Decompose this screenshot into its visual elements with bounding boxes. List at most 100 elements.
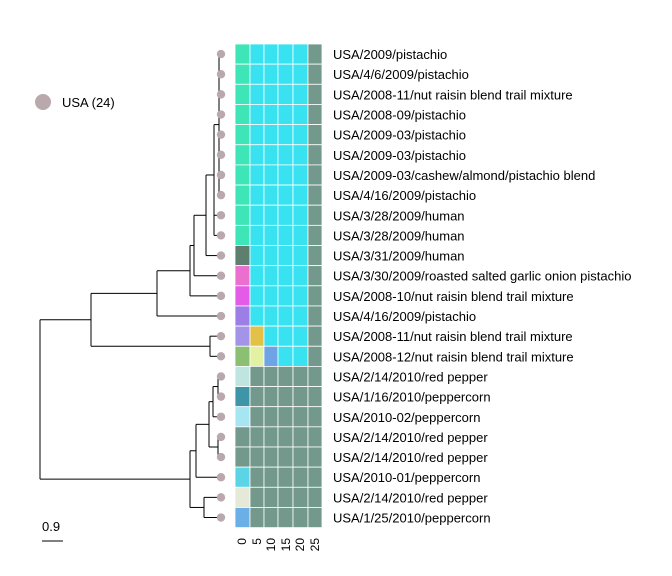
leaf-label: USA/4/16/2009/pistachio xyxy=(333,309,476,324)
tip-dot xyxy=(216,493,226,502)
heatmap-cell xyxy=(234,164,251,186)
tip-dot xyxy=(216,130,226,139)
heatmap-cell xyxy=(292,245,309,267)
heatmap-cell xyxy=(249,486,265,508)
heatmap-cell xyxy=(263,224,279,246)
tip-dot xyxy=(216,412,226,421)
leaf-label: USA/2/14/2010/red pepper xyxy=(333,490,488,505)
heatmap-cell xyxy=(249,345,265,367)
heatmap-cell xyxy=(277,204,294,226)
heatmap-cell xyxy=(249,265,265,287)
leaf-label: USA/1/25/2010/peppercorn xyxy=(333,511,491,526)
heatmap-cell xyxy=(234,83,251,105)
heatmap-cell xyxy=(307,104,323,125)
heatmap-cell xyxy=(249,446,265,468)
leaf-label: USA/2009-03/pistachio xyxy=(333,128,466,143)
heatmap-cell xyxy=(263,466,279,488)
leaf-label: USA/2008-11/nut raisin blend trail mixtu… xyxy=(333,329,573,344)
heatmap-cell xyxy=(277,426,294,448)
heatmap-cell xyxy=(307,305,323,327)
heatmap-cell xyxy=(307,124,323,146)
tip-dot xyxy=(216,251,226,260)
heatmap-cell xyxy=(263,245,279,267)
heatmap-cell xyxy=(263,507,279,529)
x-tick-label: 25 xyxy=(308,538,322,552)
heatmap-cell xyxy=(292,83,309,105)
heatmap-cell xyxy=(307,184,323,206)
tip-dot xyxy=(216,352,226,361)
heatmap-cell xyxy=(277,325,294,347)
heatmap-cell xyxy=(263,406,279,428)
heatmap-cell xyxy=(263,446,279,468)
tip-dot xyxy=(216,90,226,99)
heatmap-cell xyxy=(234,466,251,488)
heatmap xyxy=(234,43,323,529)
heatmap-cell xyxy=(277,144,294,166)
tip-dot xyxy=(216,231,226,240)
heatmap-cell xyxy=(234,365,251,387)
heatmap-cell xyxy=(277,345,294,367)
heatmap-cell xyxy=(249,104,265,125)
heatmap-cell xyxy=(249,305,265,327)
tip-dot xyxy=(216,190,226,200)
tip-dot xyxy=(216,392,226,401)
heatmap-cell xyxy=(292,144,309,166)
tip-dot xyxy=(216,170,226,180)
tip-dot xyxy=(216,211,226,220)
heatmap-cell xyxy=(307,345,323,367)
heatmap-cell xyxy=(307,83,323,105)
heatmap-cell xyxy=(249,426,265,448)
x-tick-label: 0 xyxy=(235,538,249,545)
heatmap-cell xyxy=(277,245,294,267)
heatmap-cell xyxy=(292,466,309,488)
leaf-label: USA/2/14/2010/red pepper xyxy=(333,450,488,465)
tree-tips xyxy=(216,49,226,522)
tip-dot xyxy=(216,513,226,522)
heatmap-cell xyxy=(234,507,251,529)
leaf-label: USA/2/14/2010/red pepper xyxy=(333,369,488,384)
heatmap-cell xyxy=(307,325,323,347)
heatmap-cell xyxy=(234,386,251,408)
heatmap-cell xyxy=(263,124,279,146)
heatmap-cell xyxy=(234,406,251,428)
tip-dot xyxy=(216,311,226,321)
heatmap-cell xyxy=(277,124,294,146)
heatmap-cell xyxy=(249,164,265,186)
heatmap-cell xyxy=(307,43,323,65)
heatmap-cell xyxy=(292,164,309,186)
heatmap-cell xyxy=(234,305,251,327)
heatmap-cell xyxy=(307,285,323,307)
x-axis: 0 5 10 15 20 25 xyxy=(235,538,322,552)
heatmap-cell xyxy=(263,285,279,307)
heatmap-cell xyxy=(277,446,294,468)
heatmap-cell xyxy=(292,43,309,65)
heatmap-cell xyxy=(249,245,265,267)
scale-bar-label: 0.9 xyxy=(42,519,60,534)
heatmap-cell xyxy=(292,285,309,307)
heatmap-cell xyxy=(307,204,323,226)
tip-dot xyxy=(216,331,226,341)
heatmap-cell xyxy=(277,507,294,529)
heatmap-cell xyxy=(277,43,294,65)
leaf-label: USA/2008-09/pistachio xyxy=(333,108,466,123)
heatmap-cell xyxy=(249,325,265,347)
heatmap-cell xyxy=(307,466,323,488)
heatmap-cell xyxy=(234,204,251,226)
heatmap-cell xyxy=(307,164,323,186)
heatmap-cell xyxy=(234,184,251,206)
heatmap-cell xyxy=(292,507,309,529)
heatmap-cell xyxy=(277,365,294,387)
heatmap-cell xyxy=(307,365,323,387)
leaf-label: USA/2/14/2010/red pepper xyxy=(333,430,488,445)
heatmap-cell xyxy=(277,305,294,327)
heatmap-cell xyxy=(292,63,309,85)
heatmap-cell xyxy=(307,63,323,85)
leaf-label: USA/2008-11/nut raisin blend trail mixtu… xyxy=(333,87,573,102)
leaf-label: USA/2008-10/nut raisin blend trail mixtu… xyxy=(333,289,574,304)
heatmap-cell xyxy=(249,365,265,387)
heatmap-cell xyxy=(234,325,251,347)
heatmap-cell xyxy=(277,104,294,125)
tip-dot xyxy=(216,110,226,119)
scale-bar: 0.9 xyxy=(42,519,63,542)
